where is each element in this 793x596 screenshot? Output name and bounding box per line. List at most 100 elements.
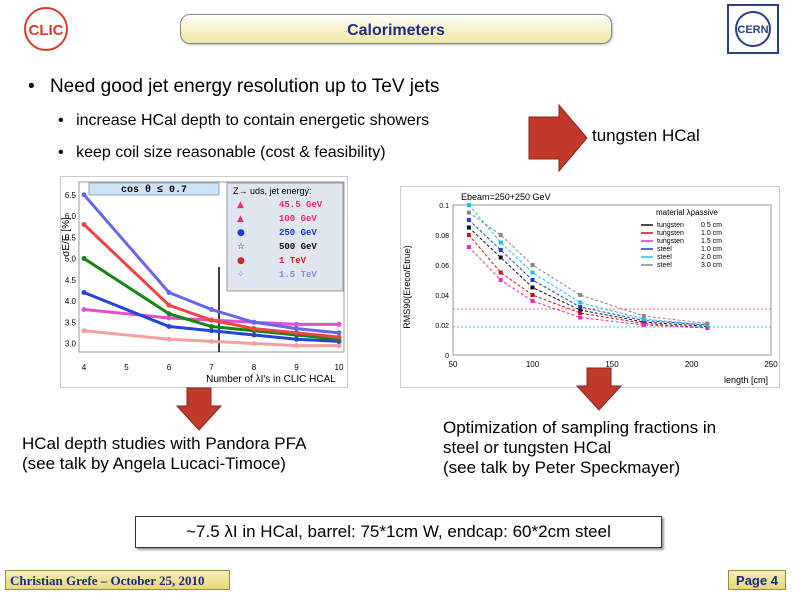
- arrow-down-left-icon: [175, 386, 223, 432]
- data-point: [166, 290, 172, 295]
- sub-bullet-1: • increase HCal depth to contain energet…: [58, 112, 429, 130]
- data-point: [530, 293, 535, 297]
- y-tick-label: 0: [445, 353, 449, 360]
- left-plot-banner: cos θ ≤ 0.7: [121, 184, 187, 196]
- bullet-dot: •: [58, 112, 64, 129]
- y-tick-label: 0.02: [435, 323, 449, 330]
- series-line: [82, 223, 340, 339]
- y-tick-label: 3.5: [65, 318, 77, 327]
- legend-thickness: 3.0 cm: [701, 262, 722, 269]
- y-tick-label: 0.08: [435, 233, 449, 240]
- data-point: [336, 330, 342, 336]
- series-line: [468, 219, 708, 326]
- data-point: [578, 300, 583, 305]
- data-point: [498, 233, 503, 237]
- x-tick-label: 6: [167, 363, 172, 372]
- data-point: [81, 222, 87, 227]
- legend-thickness: 1.0 cm: [701, 230, 722, 237]
- data-point: [251, 341, 257, 346]
- data-point: [166, 336, 172, 342]
- series-line: [82, 193, 340, 335]
- data-point: [530, 278, 535, 282]
- right-caption-line: (see talk by Peter Speckmayer): [443, 458, 681, 477]
- right-plot-legend-title: material λpassive: [656, 208, 718, 217]
- data-point: [294, 336, 299, 342]
- y-tick-label: 6.5: [65, 191, 77, 200]
- right-plot-svg: Ebeam=250+250 GeV RMS90(Ereco/Etrue) len…: [402, 192, 778, 385]
- data-point: [81, 328, 87, 334]
- legend-label: 1 TeV: [279, 256, 307, 266]
- y-tick-label: 4.0: [65, 297, 77, 306]
- x-tick-label: 10: [335, 363, 344, 372]
- data-point: [294, 330, 299, 336]
- data-point: [641, 323, 646, 327]
- data-point: [530, 270, 535, 275]
- data-point: [530, 299, 535, 303]
- y-tick-label: 0.06: [435, 263, 449, 270]
- right-plot-title: Ebeam=250+250 GeV: [461, 192, 551, 202]
- data-point: [641, 317, 646, 321]
- series-line: [83, 308, 339, 326]
- data-point: [209, 338, 214, 344]
- series-line: [83, 329, 339, 348]
- x-tick-label: 9: [294, 363, 299, 372]
- legend-material: tungsten: [657, 238, 684, 245]
- sub-bullet-2: • keep coil size reasonable (cost & feas…: [58, 144, 386, 162]
- cern-logo: CERN: [727, 4, 779, 54]
- arrow-down-right-icon: [575, 366, 623, 412]
- series-line: [468, 212, 708, 324]
- data-point: [705, 326, 710, 330]
- data-point: [578, 315, 583, 320]
- legend-thickness: 0.5 cm: [701, 222, 722, 229]
- main-bullet-text: Need good jet energy resolution up to Te…: [49, 76, 440, 97]
- bullet-dot: •: [58, 144, 64, 161]
- legend-symbol: ☆: [237, 242, 245, 252]
- arrow-label: tungsten HCal: [592, 126, 700, 145]
- series-line: [83, 257, 340, 341]
- data-point: [81, 256, 87, 261]
- left-caption-line: (see talk by Angela Lucaci-Timoce): [22, 454, 286, 473]
- x-tick-label: 7: [209, 363, 214, 372]
- legend-label: 45.5 GeV: [279, 200, 323, 210]
- series-line: [468, 204, 708, 326]
- data-point: [498, 240, 503, 245]
- legend-material: tungsten: [657, 230, 684, 237]
- legend-symbol: ●: [237, 256, 245, 266]
- data-point: [294, 321, 299, 327]
- data-point: [209, 324, 214, 329]
- legend-label: 500 GeV: [279, 242, 317, 252]
- data-point: [578, 293, 583, 297]
- footer-page-number: Page 4: [728, 570, 786, 590]
- data-point: [705, 321, 710, 326]
- right-plot-xlabel: length [cm]: [724, 375, 768, 385]
- data-point: [466, 225, 471, 230]
- data-point: [336, 343, 342, 349]
- data-point: [251, 319, 257, 325]
- x-tick-label: 250: [764, 360, 778, 369]
- right-caption: Optimization of sampling fractions in st…: [443, 418, 716, 478]
- title-banner: Calorimeters: [180, 14, 612, 44]
- data-point: [251, 332, 257, 338]
- data-point: [641, 314, 646, 318]
- cern-logo-text: CERN: [737, 24, 768, 36]
- series-line: [468, 234, 708, 329]
- x-tick-label: 5: [124, 363, 129, 372]
- right-plot: Ebeam=250+250 GeV RMS90(Ereco/Etrue) len…: [400, 186, 780, 388]
- data-point: [166, 302, 172, 308]
- data-point: [294, 326, 299, 332]
- y-tick-label: 5.0: [65, 255, 77, 264]
- data-point: [466, 233, 471, 237]
- legend-material: steel: [657, 246, 672, 253]
- data-point: [294, 343, 299, 349]
- legend-symbol: ✧: [237, 270, 245, 280]
- data-point: [166, 324, 172, 329]
- sub-bullet-1-text: increase HCal depth to contain energetic…: [76, 112, 430, 129]
- data-point: [81, 192, 87, 198]
- data-point: [209, 317, 214, 323]
- series-line: [83, 291, 340, 343]
- x-tick-label: 4: [82, 363, 87, 372]
- data-point: [251, 326, 257, 332]
- clic-logo: CLIC: [18, 6, 74, 52]
- x-tick-label: 50: [449, 360, 458, 369]
- data-point: [81, 307, 87, 312]
